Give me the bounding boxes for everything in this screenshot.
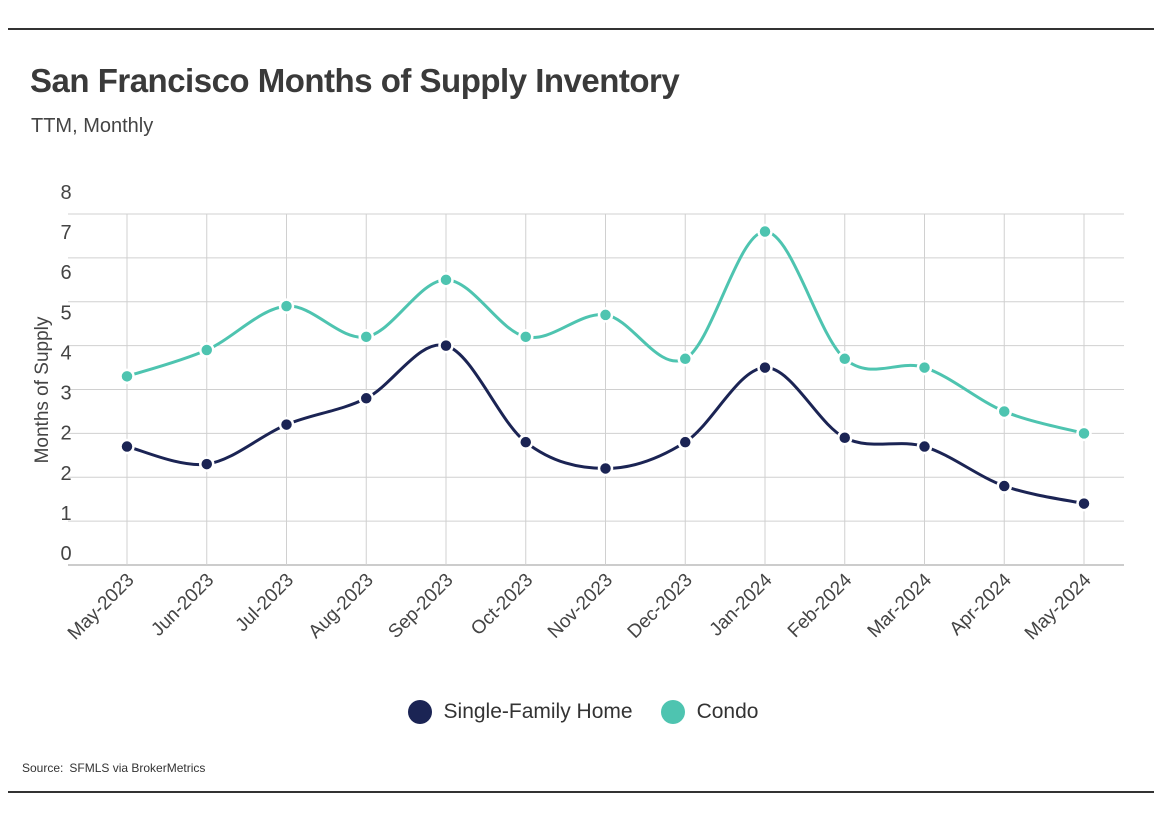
legend-label-condo: Condo (696, 700, 759, 723)
y-tick-label: 8 (60, 182, 71, 204)
source-text: SFMLS via BrokerMetrics (69, 761, 206, 775)
legend-item-single-family[interactable]: Single-Family Home (407, 700, 633, 724)
data-point-single-family-home (677, 434, 693, 450)
data-point-condo (1076, 425, 1092, 442)
data-point-condo (757, 223, 773, 240)
data-point-single-family-home (358, 390, 374, 407)
grid (68, 213, 1124, 566)
x-tick-label: May-2024 (1021, 569, 1096, 644)
y-tick-label: 7 (60, 222, 71, 244)
data-point-condo (597, 307, 614, 323)
y-tick-label: 4 (60, 342, 71, 364)
data-point-condo (518, 329, 534, 345)
data-point-condo (837, 351, 853, 367)
legend-item-condo[interactable]: Condo (660, 700, 759, 724)
x-tick-label: Oct-2023 (467, 570, 537, 640)
y-tick-label: 2 (60, 423, 71, 445)
x-tick-label: Mar-2024 (864, 569, 937, 642)
x-tick-label: Nov-2023 (544, 570, 617, 643)
x-tick-label: Sep-2023 (384, 570, 457, 643)
data-point-single-family-home (199, 456, 215, 472)
x-tick-label: Jul-2023 (232, 570, 298, 636)
data-point-condo (358, 329, 374, 345)
y-tick-label: 3 (60, 383, 71, 405)
y-axis-label: Months of Supply (32, 316, 53, 463)
data-point-single-family-home (837, 430, 853, 446)
data-point-single-family-home (1076, 495, 1092, 512)
top-rule (8, 28, 1154, 30)
data-point-single-family-home (996, 478, 1012, 494)
series-layer (119, 223, 1092, 512)
y-tick-label: 2 (60, 463, 71, 485)
data-point-condo (996, 403, 1012, 420)
data-point-condo (119, 368, 135, 385)
y-tick-label: 5 (60, 302, 71, 324)
chart-title: San Francisco Months of Supply Inventory (30, 62, 680, 99)
x-tick-label: Aug-2023 (305, 570, 378, 643)
x-tick-label: Dec-2023 (624, 570, 697, 643)
y-axis: 0 1 2 2 3 4 5 6 7 8 (60, 182, 71, 565)
data-point-single-family-home (597, 460, 614, 477)
x-tick-label: Feb-2024 (784, 569, 857, 642)
x-tick-label: May-2023 (64, 570, 139, 645)
data-point-condo (677, 351, 693, 367)
x-axis: May-2023 Jun-2023 Jul-2023 Aug-2023 Sep-2023… (64, 569, 1096, 644)
legend: Single-Family Home Condo (0, 700, 1166, 724)
data-point-single-family-home (438, 337, 454, 354)
data-point-condo (278, 298, 295, 314)
data-point-single-family-home (916, 438, 933, 455)
y-tick-label: 6 (60, 262, 71, 284)
data-point-single-family-home (119, 438, 135, 455)
x-tick-label: Apr-2024 (946, 569, 1016, 639)
y-tick-label: 1 (60, 503, 71, 525)
legend-label-single-family: Single-Family Home (443, 700, 633, 723)
source-label: Source: (22, 761, 64, 775)
data-point-single-family-home (518, 434, 534, 450)
x-tick-label: Jan-2024 (706, 569, 777, 640)
bottom-rule (8, 791, 1154, 793)
legend-marker-condo (660, 700, 685, 724)
source-note: Source: SFMLS via BrokerMetrics (22, 761, 211, 775)
legend-marker-single-family (407, 700, 432, 724)
chart-subtitle: TTM, Monthly (31, 115, 154, 137)
x-tick-label: Jun-2023 (147, 570, 218, 641)
data-point-condo (916, 359, 933, 376)
data-point-condo (199, 342, 215, 358)
data-point-single-family-home (757, 359, 773, 376)
data-point-single-family-home (278, 416, 295, 433)
data-point-condo (438, 272, 454, 288)
y-tick-label: 0 (60, 543, 71, 565)
